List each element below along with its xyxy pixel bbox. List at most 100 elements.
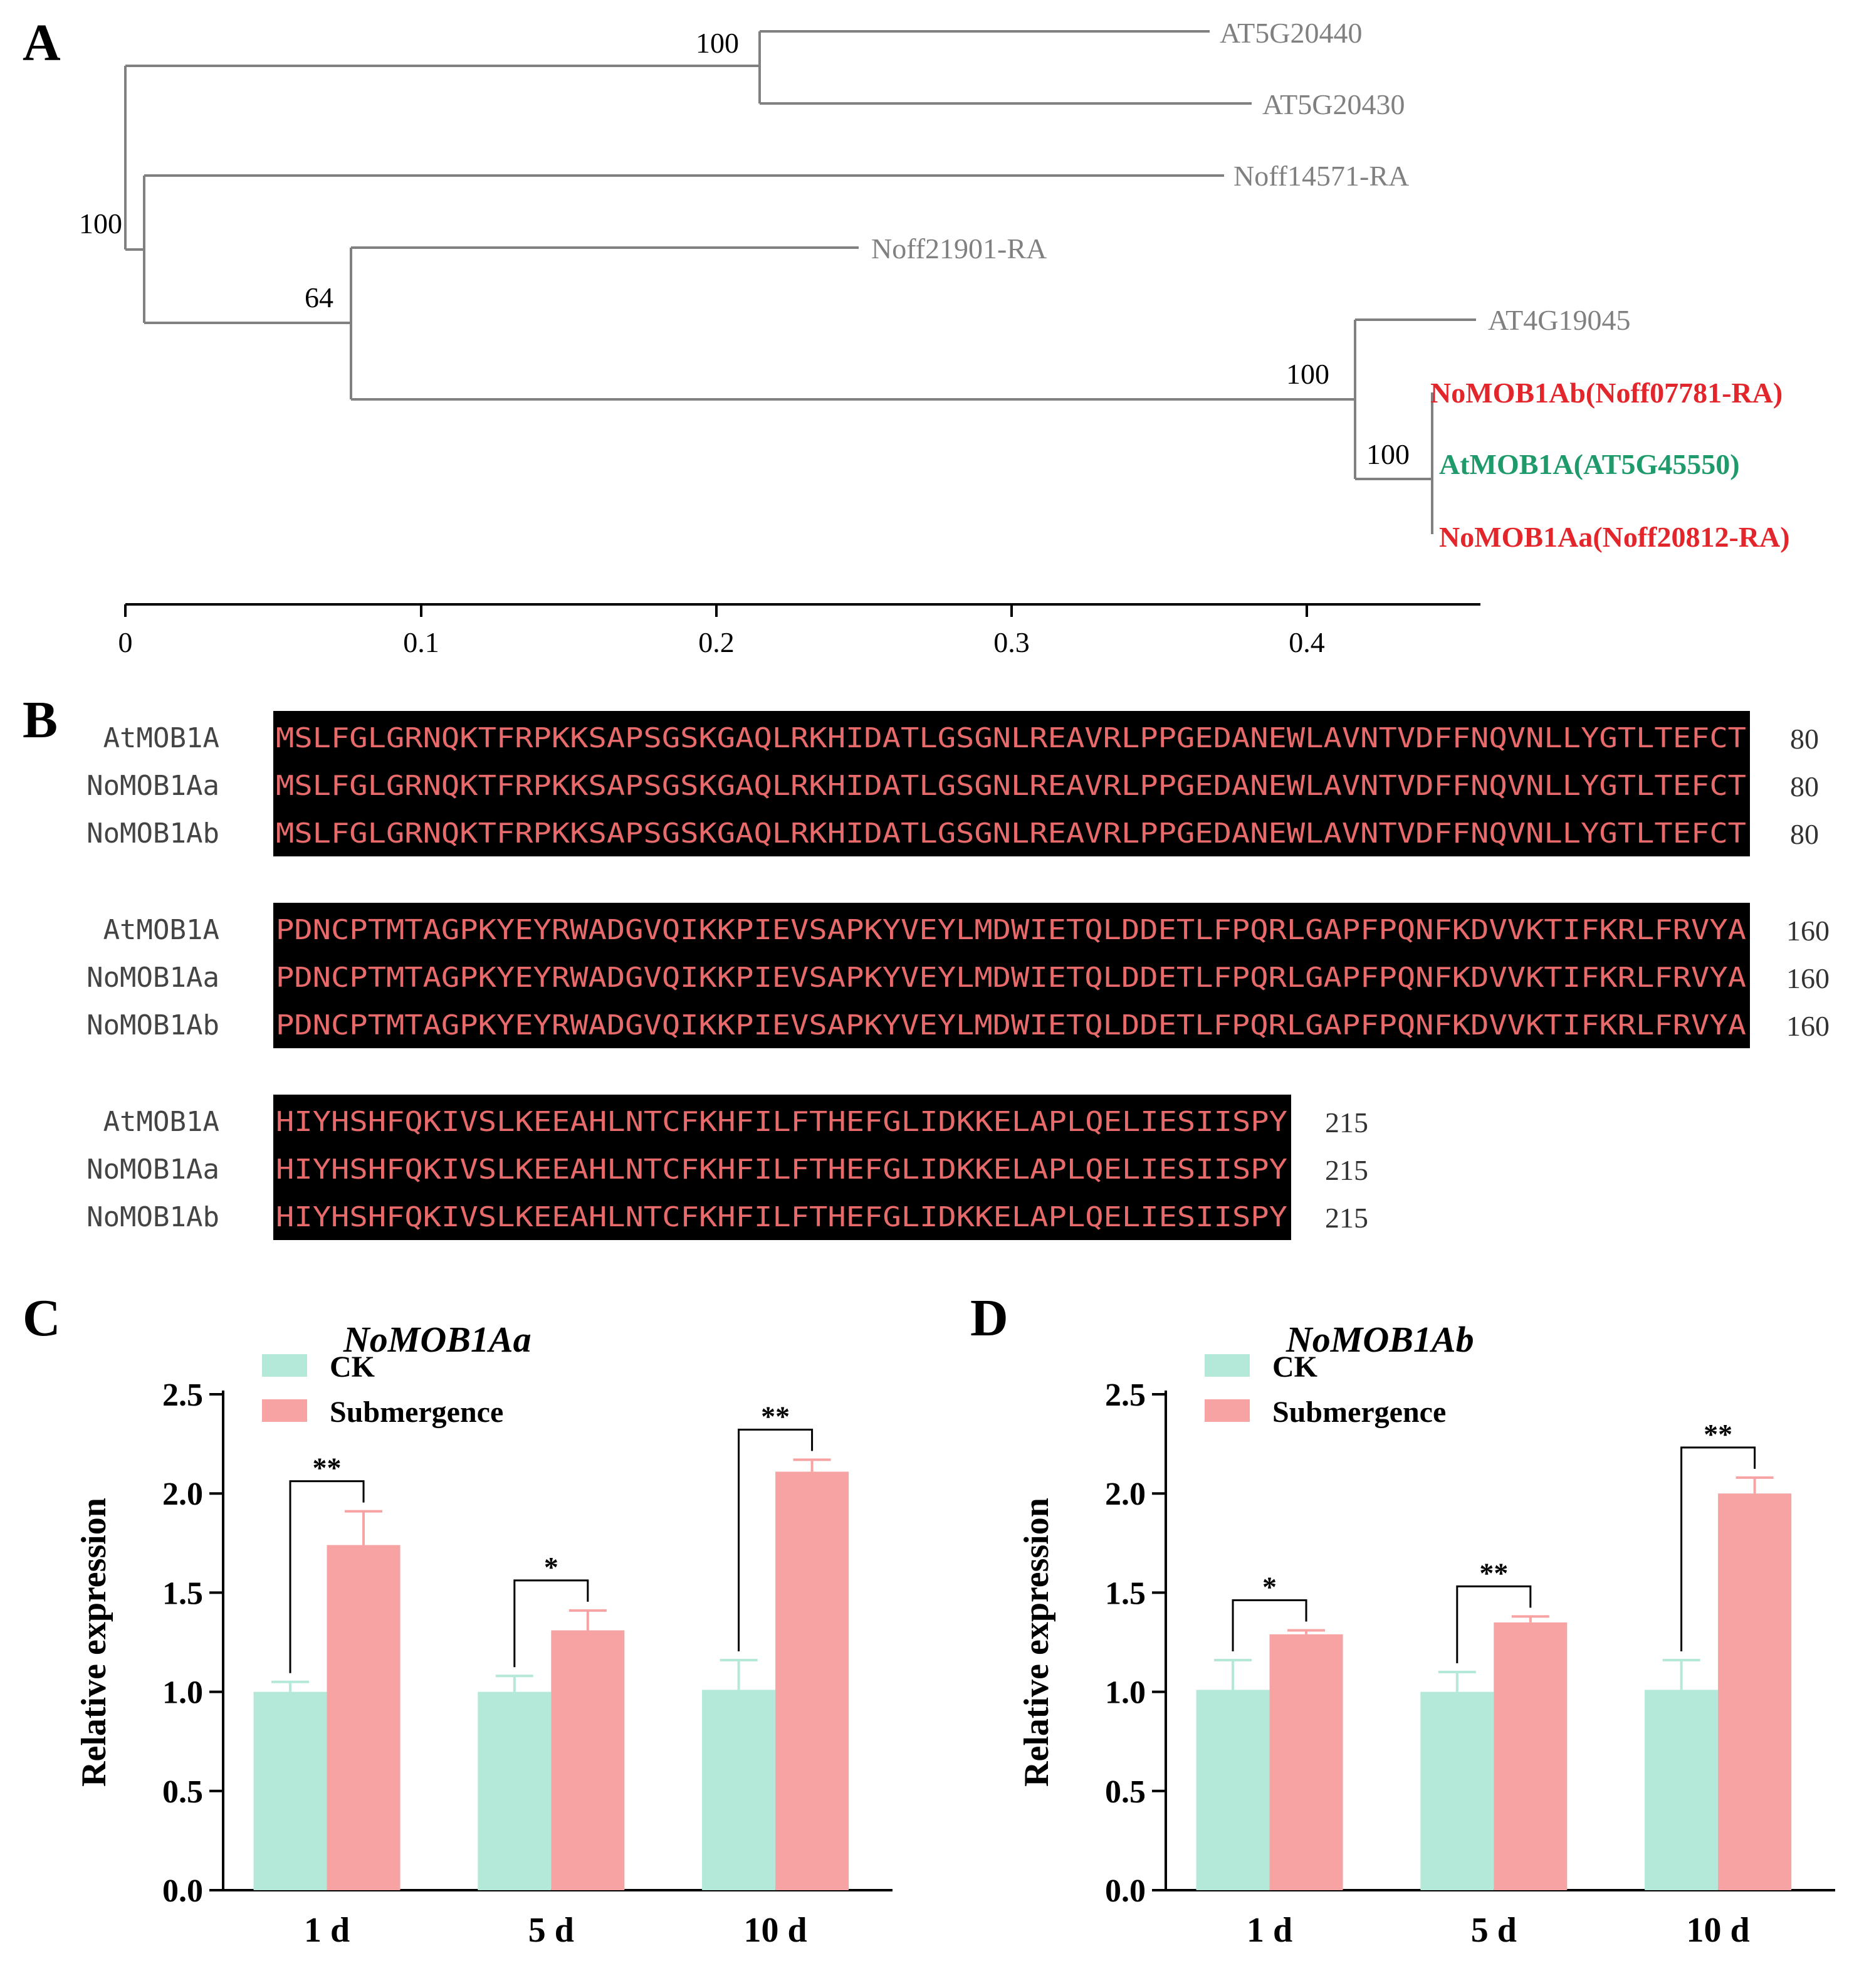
significance-bracket: [513, 1579, 589, 1668]
chart-title: NoMOB1Aa: [343, 1319, 531, 1360]
legend-label-ck: CK: [1272, 1350, 1317, 1384]
legend-swatch-ck: [1205, 1354, 1250, 1377]
tree-leaf-label: Noff14571-RA: [1233, 160, 1409, 192]
alignment-background: [273, 903, 1750, 1048]
y-tick-label: 1.0: [162, 1675, 203, 1711]
significance-bracket: [1456, 1585, 1532, 1663]
y-tick-label: 2.5: [1105, 1377, 1146, 1413]
sequence-position: 80: [1790, 723, 1819, 755]
bar-ck: [702, 1690, 776, 1890]
sequence-name: NoMOB1Aa: [86, 1154, 219, 1186]
significance-label: *: [1262, 1571, 1277, 1603]
legend-swatch-ck: [262, 1354, 307, 1377]
x-tick-label: 5 d: [528, 1911, 574, 1950]
bar-submergence: [551, 1630, 625, 1890]
tree-leaf-label-highlight: NoMOB1Ab(Noff07781-RA): [1430, 377, 1783, 409]
y-tick-label: 2.0: [162, 1476, 203, 1512]
y-axis-label: Relative expression: [1017, 1498, 1056, 1787]
sequence-position: 160: [1786, 915, 1830, 947]
bar-submergence: [775, 1471, 849, 1890]
tree-leaf-label-highlight: AtMOB1A(AT5G45550): [1439, 448, 1740, 480]
sequence-name: NoMOB1Ab: [86, 818, 219, 849]
panel-letter-a: A: [23, 14, 61, 72]
sequence-name: AtMOB1A: [103, 914, 219, 946]
significance-label: **: [1704, 1418, 1732, 1450]
significance-label: **: [1479, 1557, 1508, 1589]
y-axis-label: Relative expression: [75, 1498, 113, 1787]
bar-chart-nomob1ab: NoMOB1Ab Relative expression CK Submerge…: [1017, 1319, 1835, 1950]
alignment-background: [273, 1095, 1291, 1240]
sequence-position: 80: [1790, 818, 1819, 850]
sequence-name: AtMOB1A: [103, 1106, 219, 1138]
bar-ck: [253, 1691, 327, 1890]
sequence-residues: MSLFGLGRNQKTFRPKKSAPSGSKGAQLRKHIDATLGSGN…: [276, 722, 1746, 754]
chart-title: NoMOB1Ab: [1285, 1319, 1474, 1360]
tree-leaf-label-highlight: NoMOB1Aa(Noff20812-RA): [1439, 521, 1790, 553]
tree-leaf-label: AT5G20430: [1262, 88, 1405, 120]
legend-swatch-submergence: [262, 1399, 307, 1422]
x-tick-label: 5 d: [1471, 1911, 1517, 1950]
panel-letter-d: D: [970, 1289, 1008, 1347]
y-tick-label: 1.5: [1105, 1575, 1146, 1611]
tree-scale-ticks: [124, 604, 1308, 617]
sequence-name: AtMOB1A: [103, 722, 219, 754]
bar-ck: [1645, 1690, 1719, 1890]
y-tick-label: 2.5: [162, 1377, 203, 1413]
legend-swatch-submergence: [1205, 1399, 1250, 1422]
significance-bracket: [289, 1480, 365, 1673]
significance-bracket: [1680, 1446, 1756, 1651]
bar-ck: [1196, 1690, 1270, 1890]
bootstrap-value: 64: [305, 281, 333, 313]
sequence-residues: HIYHSHFQKIVSLKEEAHLNTCFKHFILFTHEFGLIDKKE…: [276, 1201, 1287, 1233]
x-tick-label: 1 d: [1247, 1911, 1292, 1950]
bar-chart-nomob1aa: NoMOB1Aa Relative expression CK Submerge…: [75, 1319, 893, 1950]
bar-submergence: [1269, 1634, 1343, 1890]
sequence-residues: PDNCPTMTAGPKYEYRWADGVQIKKPIEVSAPKYVEYLMD…: [276, 1009, 1746, 1041]
sequence-residues: HIYHSHFQKIVSLKEEAHLNTCFKHFILFTHEFGLIDKKE…: [276, 1154, 1287, 1186]
sequence-residues: MSLFGLGRNQKTFRPKKSAPSGSKGAQLRKHIDATLGSGN…: [276, 770, 1746, 802]
sequence-name: NoMOB1Ab: [86, 1201, 219, 1233]
y-tick-label: 1.0: [1105, 1675, 1146, 1711]
sequence-name: NoMOB1Aa: [86, 962, 219, 994]
bootstrap-value: 100: [1286, 358, 1329, 390]
sequence-position: 80: [1790, 770, 1819, 802]
y-tick-label: 1.5: [162, 1575, 203, 1611]
sequence-position: 160: [1786, 962, 1830, 994]
panel-letter-c: C: [23, 1289, 61, 1347]
scale-tick-label: 0.4: [1289, 626, 1325, 658]
scale-tick-label: 0.2: [698, 626, 735, 658]
significance-label: **: [313, 1452, 342, 1484]
y-tick-label: 0.0: [1105, 1873, 1146, 1909]
sequence-residues: MSLFGLGRNQKTFRPKKSAPSGSKGAQLRKHIDATLGSGN…: [276, 818, 1746, 849]
bar-ck: [478, 1691, 552, 1890]
bar-submergence: [327, 1545, 401, 1890]
sequence-residues: PDNCPTMTAGPKYEYRWADGVQIKKPIEVSAPKYVEYLMD…: [276, 914, 1746, 946]
y-tick-label: 0.0: [162, 1873, 203, 1909]
sequence-residues: HIYHSHFQKIVSLKEEAHLNTCFKHFILFTHEFGLIDKKE…: [276, 1106, 1287, 1138]
significance-bracket: [1232, 1599, 1307, 1651]
bar-submergence: [1718, 1493, 1792, 1890]
alignment-block-1: AtMOB1A NoMOB1Aa NoMOB1Ab MSLFGLGRNQKTFR…: [86, 711, 1819, 856]
bar-submergence: [1494, 1622, 1568, 1890]
significance-label: *: [544, 1551, 558, 1583]
y-tick-label: 2.0: [1105, 1476, 1146, 1512]
sequence-position: 215: [1325, 1107, 1368, 1139]
x-tick-label: 1 d: [304, 1911, 350, 1950]
scale-tick-label: 0: [118, 626, 133, 658]
alignment-block-3: AtMOB1A NoMOB1Aa NoMOB1Ab HIYHSHFQKIVSLK…: [86, 1095, 1368, 1240]
sequence-position: 215: [1325, 1202, 1368, 1234]
sequence-name: NoMOB1Ab: [86, 1009, 219, 1041]
tree-leaf-label: AT5G20440: [1220, 17, 1362, 49]
sequence-residues: PDNCPTMTAGPKYEYRWADGVQIKKPIEVSAPKYVEYLMD…: [276, 962, 1746, 994]
legend-label-ck: CK: [330, 1350, 375, 1384]
tree-leaf-label: AT4G19045: [1488, 304, 1630, 336]
sequence-name: NoMOB1Aa: [86, 770, 219, 802]
alignment-background: [273, 711, 1750, 856]
bar-ck: [1420, 1691, 1494, 1890]
bootstrap-value: 100: [696, 27, 739, 59]
y-tick-label: 0.5: [162, 1774, 203, 1810]
significance-bracket: [738, 1428, 814, 1651]
y-tick-label: 0.5: [1105, 1774, 1146, 1810]
scale-tick-label: 0.1: [403, 626, 439, 658]
